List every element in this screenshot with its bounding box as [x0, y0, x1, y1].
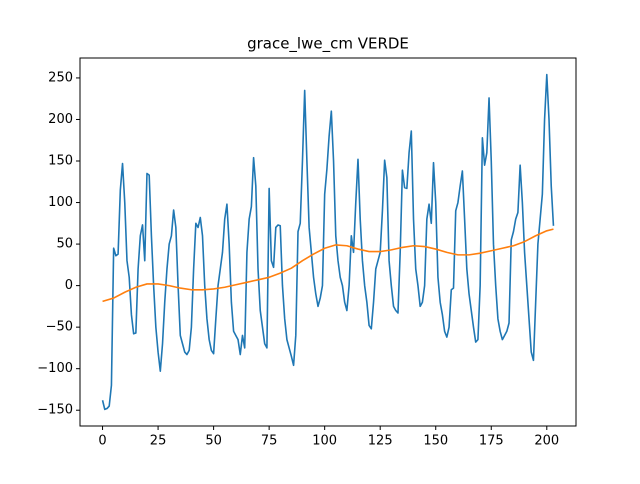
chart-title: grace_lwe_cm VERDE [247, 35, 409, 54]
y-tick-label: 50 [56, 237, 73, 252]
x-tick-label: 175 [479, 434, 504, 449]
x-tick-label: 125 [368, 434, 393, 449]
y-tick-label: −150 [37, 403, 73, 418]
y-tick-label: 200 [48, 112, 73, 127]
x-tick-label: 150 [423, 434, 448, 449]
y-tick-label: 250 [48, 70, 73, 85]
line-series [102, 228, 554, 303]
axes-frame [79, 57, 577, 427]
y-tick-label: 0 [65, 278, 73, 293]
x-tick-label: 50 [205, 434, 222, 449]
x-tick-label: 0 [98, 434, 106, 449]
x-tick-label: 100 [312, 434, 337, 449]
y-tick-label: 150 [48, 154, 73, 169]
x-tick-label: 200 [534, 434, 559, 449]
y-tick-label: 100 [48, 195, 73, 210]
x-tick-label: 75 [261, 434, 278, 449]
y-tick-label: −50 [46, 320, 73, 335]
y-tick-label: −100 [37, 361, 73, 376]
x-tick-label: 25 [150, 434, 167, 449]
line-series [101, 73, 555, 411]
